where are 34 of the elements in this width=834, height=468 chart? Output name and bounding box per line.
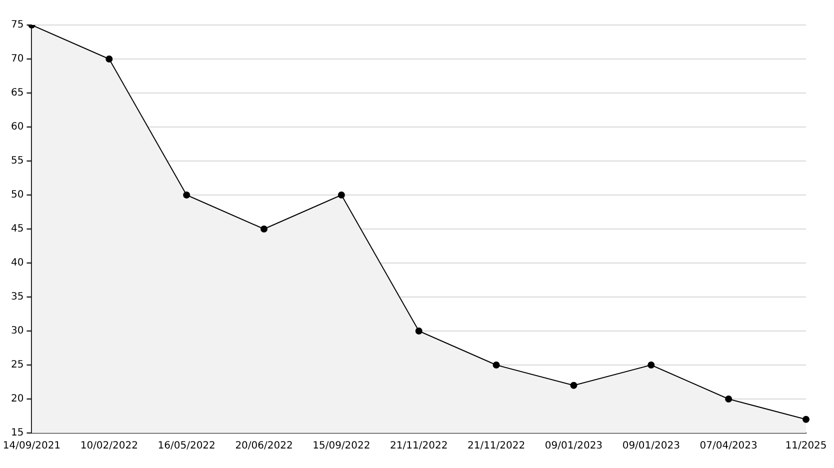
point bbox=[725, 396, 732, 402]
x-tick-label: 21/11/2022 bbox=[467, 440, 526, 452]
x-tick-label: 09/01/2023 bbox=[544, 440, 603, 452]
x-tick-label: 20/06/2022 bbox=[235, 440, 293, 452]
point bbox=[260, 226, 268, 232]
x-tick-label: 07/04/2023 bbox=[700, 440, 758, 452]
y-tick-label: 60 bbox=[10, 122, 24, 133]
x-tick-label: 21/11/2022 bbox=[390, 440, 448, 452]
point bbox=[648, 362, 655, 368]
point bbox=[570, 382, 578, 389]
y-tick-label: 45 bbox=[10, 224, 24, 235]
point bbox=[415, 328, 422, 334]
point bbox=[802, 416, 810, 423]
x-tick-label: 09/01/2023 bbox=[622, 440, 680, 452]
y-tick-label: 70 bbox=[10, 54, 24, 65]
y-tick-label: 15 bbox=[10, 428, 24, 439]
point bbox=[492, 362, 500, 368]
point bbox=[183, 192, 190, 198]
point bbox=[338, 192, 345, 198]
y-tick-label: 30 bbox=[10, 326, 24, 337]
y-tick-label: 40 bbox=[10, 258, 24, 269]
x-tick-label: 14/09/2021 bbox=[2, 440, 61, 452]
y-tick-label: 25 bbox=[10, 360, 24, 371]
y-tick-label: 75 bbox=[10, 20, 24, 31]
x-tick-label: 15/09/2022 bbox=[312, 440, 370, 452]
y-tick-label: 55 bbox=[10, 156, 24, 167]
x-tick-label: 16/05/2022 bbox=[158, 440, 216, 452]
x-tick-label: 10/02/2022 bbox=[80, 440, 138, 452]
y-tick-label: 35 bbox=[10, 292, 24, 303]
y-tick-label: 20 bbox=[10, 394, 24, 405]
y-tick-label: 65 bbox=[10, 88, 24, 99]
x-tick-label: 11/2025 bbox=[785, 440, 827, 452]
point bbox=[106, 56, 113, 62]
y-tick-label: 50 bbox=[10, 190, 24, 201]
